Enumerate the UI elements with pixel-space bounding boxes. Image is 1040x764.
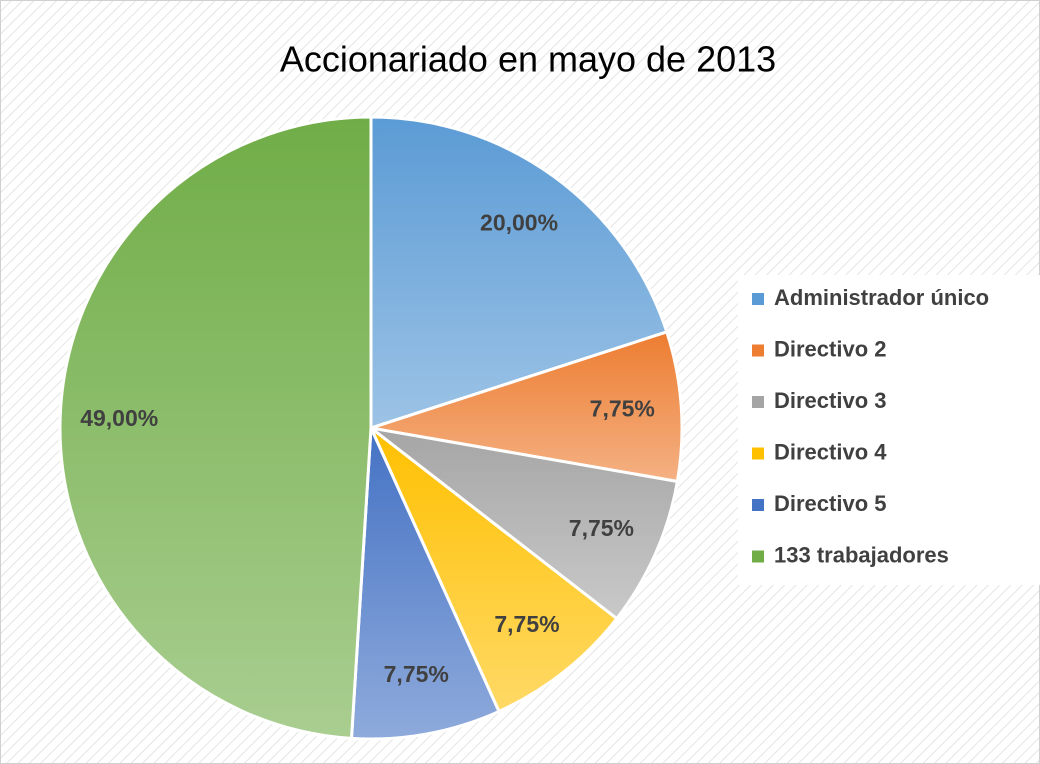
legend-label: 133 trabajadores	[774, 542, 949, 567]
legend-swatch	[752, 396, 764, 408]
legend-label: Directivo 4	[774, 439, 887, 464]
pie-slice	[369, 426, 619, 714]
legend-box	[738, 275, 1040, 585]
legend-swatch	[752, 293, 764, 305]
pie-slice	[58, 115, 373, 740]
pie-slice	[369, 115, 669, 431]
data-label: 49,00%	[80, 405, 158, 431]
data-label: 20,00%	[480, 209, 558, 235]
chart-title: Accionariado en mayo de 2013	[280, 39, 776, 80]
legend-label: Directivo 3	[774, 388, 887, 413]
data-label: 7,75%	[569, 515, 634, 541]
legend-swatch	[752, 499, 764, 511]
legend-label: Directivo 5	[774, 491, 887, 516]
legend-swatch	[752, 550, 764, 563]
legend-label: Administrador único	[774, 285, 989, 310]
legend-swatch	[752, 447, 764, 460]
pie-slice	[370, 330, 684, 484]
data-label: 7,75%	[384, 661, 449, 687]
data-label: 7,75%	[590, 395, 655, 421]
pie-slice	[370, 426, 680, 621]
data-label: 7,75%	[494, 611, 559, 637]
legend-label: Directivo 2	[774, 336, 887, 361]
pie-slice	[349, 427, 501, 741]
legend-swatch	[752, 344, 764, 357]
